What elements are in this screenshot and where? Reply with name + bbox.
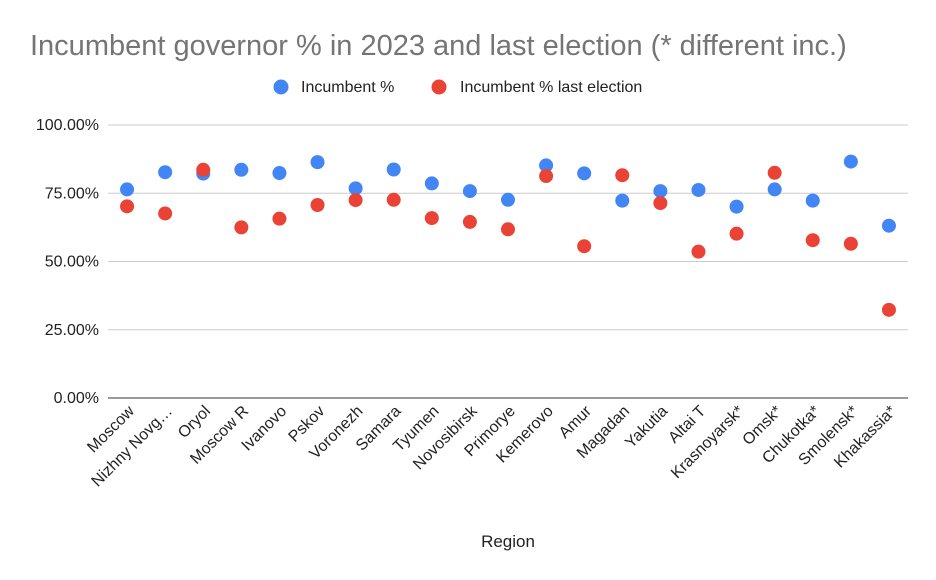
point-last-election: [387, 193, 401, 207]
point-last-election: [730, 227, 744, 241]
legend-marker-incumbent: [274, 80, 289, 95]
point-incumbent: [234, 163, 248, 177]
point-incumbent: [615, 194, 629, 208]
data-points: [120, 155, 896, 317]
point-last-election: [196, 163, 210, 177]
point-last-election: [806, 233, 820, 247]
y-tick-label: 50.00%: [45, 254, 99, 271]
point-last-election: [653, 196, 667, 210]
y-tick-label: 0.00%: [54, 390, 99, 407]
chart: Incumbent governor % in 2023 and last el…: [0, 0, 936, 580]
legend-marker-last-election: [432, 80, 447, 95]
point-incumbent: [311, 155, 325, 169]
legend: Incumbent % Incumbent % last election: [274, 79, 643, 96]
y-axis-ticks: 0.00% 25.00% 50.00% 75.00% 100.00%: [36, 117, 99, 407]
point-last-election: [844, 237, 858, 251]
point-last-election: [158, 206, 172, 220]
point-last-election: [768, 166, 782, 180]
point-last-election: [577, 239, 591, 253]
chart-title: Incumbent governor % in 2023 and last el…: [30, 30, 847, 62]
legend-label-last-election: Incumbent % last election: [460, 79, 642, 96]
point-incumbent: [425, 176, 439, 190]
point-incumbent: [653, 184, 667, 198]
point-last-election: [120, 199, 134, 213]
point-incumbent: [501, 193, 515, 207]
point-incumbent: [272, 166, 286, 180]
point-incumbent: [768, 182, 782, 196]
x-axis-label: Region: [481, 532, 535, 551]
point-incumbent: [882, 219, 896, 233]
point-incumbent: [577, 166, 591, 180]
point-incumbent: [691, 183, 705, 197]
point-last-election: [463, 215, 477, 229]
point-last-election: [691, 245, 705, 259]
y-tick-label: 75.00%: [45, 185, 99, 202]
point-last-election: [425, 211, 439, 225]
point-last-election: [539, 169, 553, 183]
point-last-election: [501, 222, 515, 236]
point-incumbent: [806, 194, 820, 208]
point-incumbent: [158, 165, 172, 179]
point-last-election: [349, 193, 363, 207]
point-incumbent: [844, 155, 858, 169]
point-last-election: [615, 168, 629, 182]
point-incumbent: [730, 200, 744, 214]
point-incumbent: [463, 184, 477, 198]
point-incumbent: [387, 162, 401, 176]
x-tick-label: Yakutia: [622, 403, 671, 452]
point-last-election: [882, 303, 896, 317]
point-last-election: [234, 220, 248, 234]
point-last-election: [311, 198, 325, 212]
gridlines: [108, 125, 908, 398]
point-last-election: [272, 212, 286, 226]
y-tick-label: 25.00%: [45, 322, 99, 339]
point-incumbent: [120, 182, 134, 196]
y-tick-label: 100.00%: [36, 117, 99, 134]
legend-label-incumbent: Incumbent %: [301, 79, 394, 96]
